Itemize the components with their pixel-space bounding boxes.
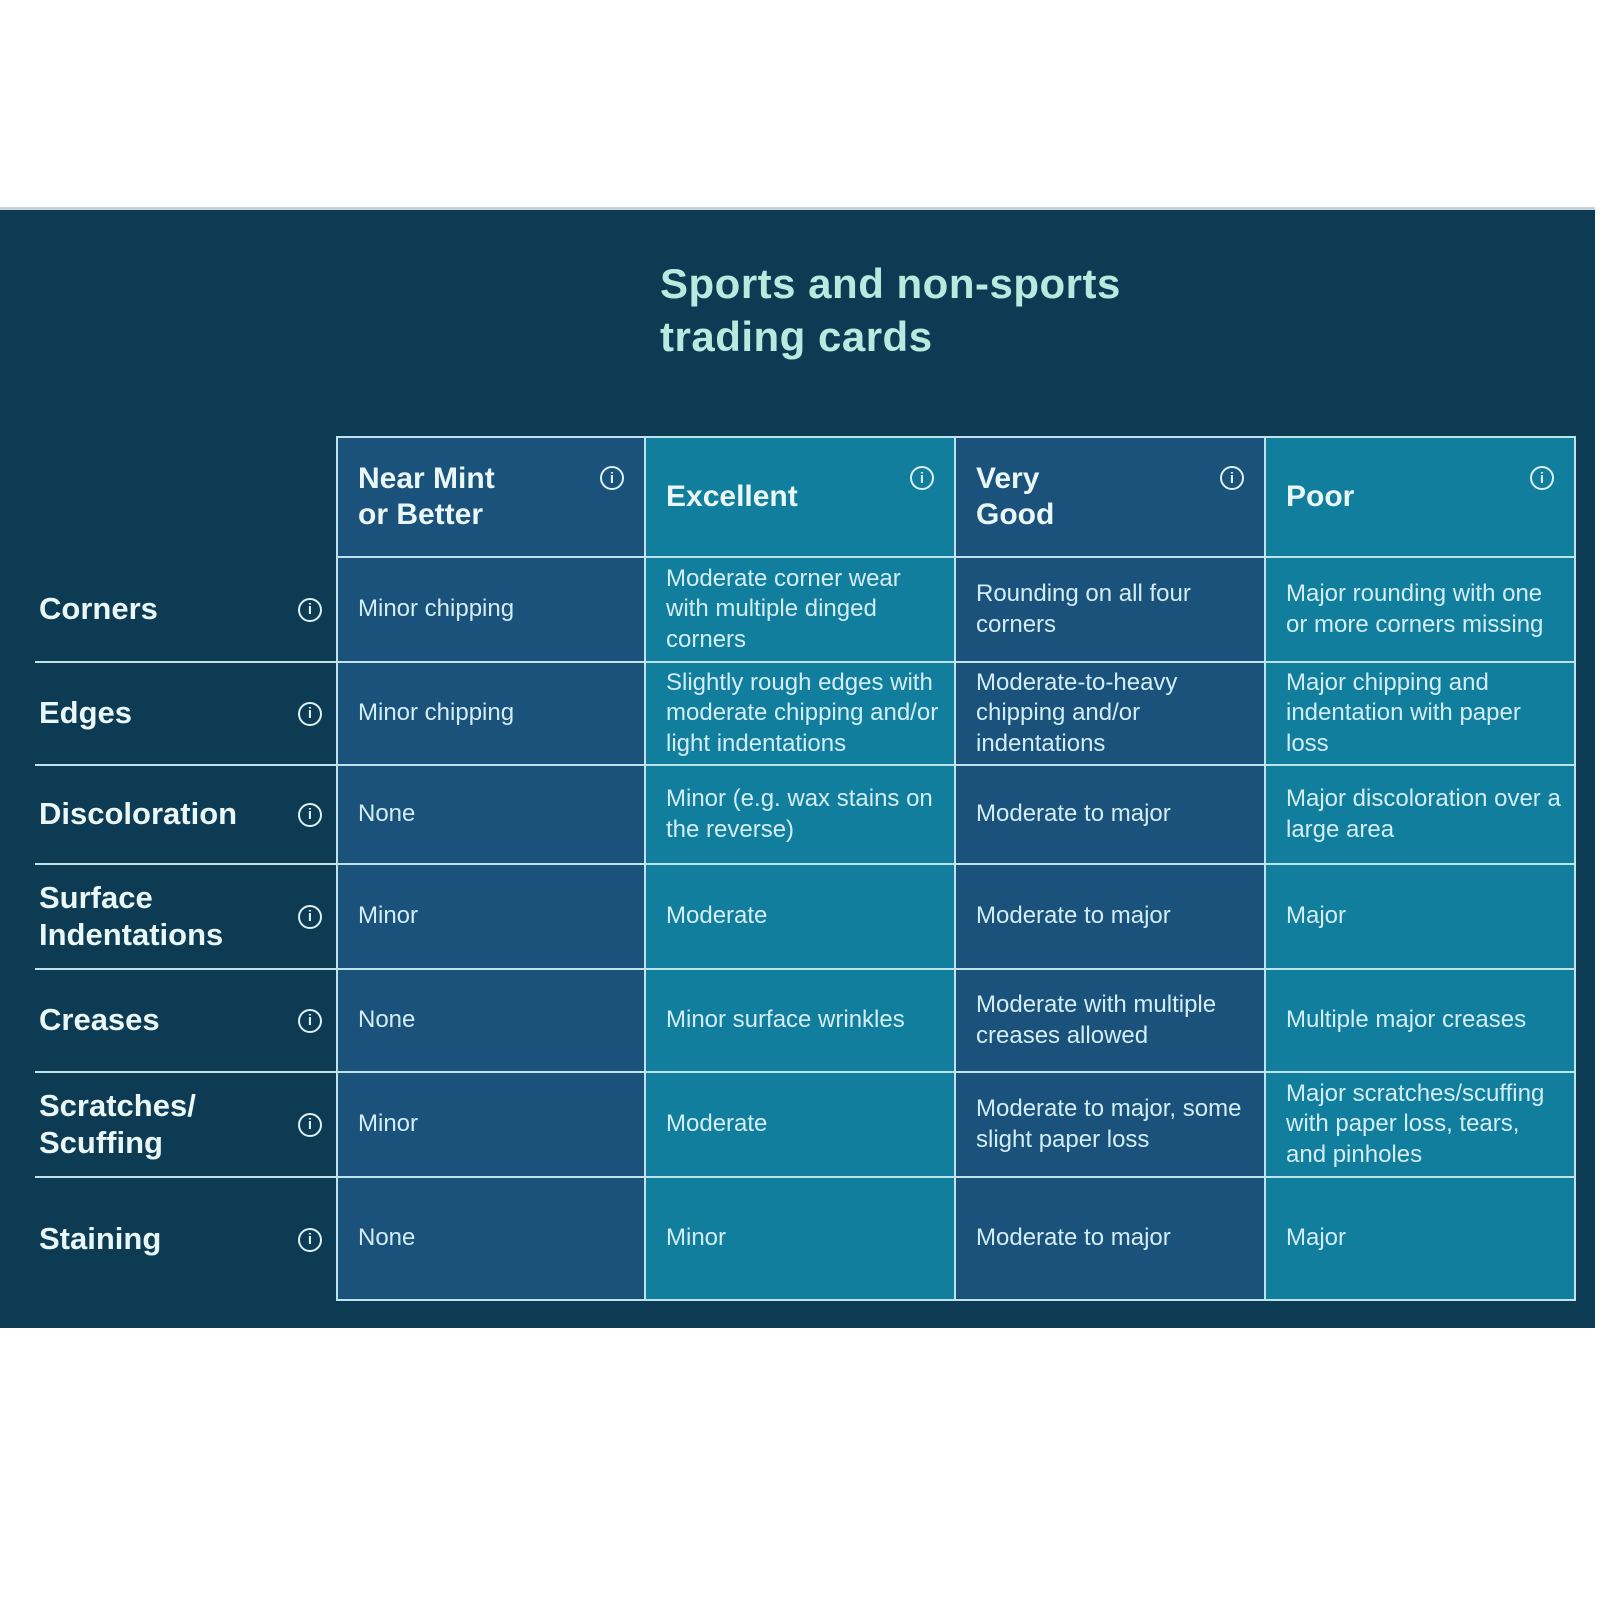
cell-staining-near-mint: None [336, 1178, 646, 1301]
cell-text: Moderate [666, 1110, 768, 1138]
cell-discoloration-excellent: Minor (e.g. wax stains on the reverse) [646, 766, 956, 865]
cell-text: Minor [358, 1110, 419, 1138]
grading-panel: Sports and non-sports trading cards Near… [0, 207, 1595, 1328]
cell-text: Major scratches/scuffing with paper loss… [1286, 1079, 1545, 1168]
cell-scratches-scuffing-near-mint: Minor [336, 1073, 646, 1178]
cell-surface-indentations-near-mint: Minor [336, 865, 646, 970]
cell-staining-poor: Major [1266, 1178, 1576, 1301]
cell-scratches-scuffing-excellent: Moderate [646, 1073, 956, 1178]
row-label-text: Scratches/ Scuffing [39, 1087, 196, 1160]
row-label-text: Edges [39, 695, 133, 731]
info-icon[interactable]: i [298, 597, 322, 622]
row-label-text: Staining [39, 1221, 162, 1257]
column-header-label: Near Mint or Better [358, 462, 495, 531]
info-icon[interactable]: i [1220, 466, 1244, 490]
row-label-text: Discoloration [39, 796, 238, 832]
header-row-spacer [35, 436, 336, 558]
cell-text: Major [1286, 902, 1347, 930]
row-label-text: Creases [39, 1002, 160, 1038]
cell-corners-near-mint: Minor chipping [336, 558, 646, 663]
cell-text: Rounding on all four corners [976, 580, 1191, 638]
row-label-surface-indentations: Surface Indentations i [35, 865, 336, 970]
cell-text: Moderate to major [976, 1224, 1171, 1252]
cell-corners-excellent: Moderate corner wear with multiple dinge… [646, 558, 956, 663]
cell-text: Moderate to major [976, 902, 1171, 930]
cell-text: Major rounding with one or more corners … [1286, 580, 1544, 638]
cell-text: Moderate [666, 902, 768, 930]
cell-text: Major chipping and indentation with pape… [1286, 668, 1521, 757]
cell-creases-very-good: Moderate with multiple creases allowed [956, 970, 1266, 1073]
cell-text: Slightly rough edges with moderate chipp… [666, 668, 939, 757]
cell-surface-indentations-excellent: Moderate [646, 865, 956, 970]
row-label-text: Corners [39, 591, 158, 627]
cell-edges-near-mint: Minor chipping [336, 663, 646, 766]
cell-text: None [358, 800, 416, 828]
cell-text: Minor (e.g. wax stains on the reverse) [666, 785, 933, 843]
cell-text: Major [1286, 1224, 1347, 1252]
cell-discoloration-near-mint: None [336, 766, 646, 865]
cell-text: Minor chipping [358, 595, 515, 623]
row-label-edges: Edges i [35, 663, 336, 766]
cell-text: Multiple major creases [1286, 1006, 1527, 1034]
cell-text: Minor [666, 1224, 727, 1252]
cell-corners-poor: Major rounding with one or more corners … [1266, 558, 1576, 663]
cell-text: None [358, 1224, 416, 1252]
cell-creases-poor: Multiple major creases [1266, 970, 1576, 1073]
cell-scratches-scuffing-very-good: Moderate to major, some slight paper los… [956, 1073, 1266, 1178]
cell-text: Moderate-to-heavy chipping and/or indent… [976, 668, 1178, 757]
row-label-scratches-scuffing: Scratches/ Scuffing i [35, 1073, 336, 1178]
column-header-near-mint-or-better: Near Mint or Better i [336, 436, 646, 558]
info-icon[interactable]: i [298, 904, 322, 929]
column-header-label: Poor [1286, 480, 1355, 513]
info-icon[interactable]: i [298, 802, 322, 827]
row-label-creases: Creases i [35, 970, 336, 1073]
cell-edges-excellent: Slightly rough edges with moderate chipp… [646, 663, 956, 766]
row-label-corners: Corners i [35, 558, 336, 663]
cell-staining-very-good: Moderate to major [956, 1178, 1266, 1301]
cell-text: Moderate to major [976, 800, 1171, 828]
cell-text: Moderate to major, some slight paper los… [976, 1095, 1242, 1153]
cell-text: None [358, 1006, 416, 1034]
info-icon[interactable]: i [1530, 466, 1554, 490]
row-label-discoloration: Discoloration i [35, 766, 336, 865]
column-header-very-good: Very Good i [956, 436, 1266, 558]
cell-text: Moderate corner wear with multiple dinge… [666, 564, 901, 653]
cell-surface-indentations-very-good: Moderate to major [956, 865, 1266, 970]
cell-creases-excellent: Minor surface wrinkles [646, 970, 956, 1073]
info-icon[interactable]: i [910, 466, 934, 490]
info-icon[interactable]: i [298, 1112, 322, 1137]
cell-discoloration-poor: Major discoloration over a large area [1266, 766, 1576, 865]
cell-text: Minor [358, 902, 419, 930]
info-icon[interactable]: i [298, 701, 322, 726]
cell-text: Minor chipping [358, 699, 515, 727]
cell-staining-excellent: Minor [646, 1178, 956, 1301]
table-title: Sports and non-sports trading cards [660, 260, 1121, 360]
column-header-excellent: Excellent i [646, 436, 956, 558]
column-header-label: Very Good [976, 462, 1055, 531]
cell-creases-near-mint: None [336, 970, 646, 1073]
info-icon[interactable]: i [298, 1227, 322, 1252]
info-icon[interactable]: i [298, 1008, 322, 1033]
row-label-staining: Staining i [35, 1178, 336, 1301]
cell-text: Major discoloration over a large area [1286, 785, 1561, 843]
cell-scratches-scuffing-poor: Major scratches/scuffing with paper loss… [1266, 1073, 1576, 1178]
column-header-label: Excellent [666, 480, 798, 513]
cell-surface-indentations-poor: Major [1266, 865, 1576, 970]
info-icon[interactable]: i [600, 466, 624, 490]
cell-corners-very-good: Rounding on all four corners [956, 558, 1266, 663]
cell-text: Moderate with multiple creases allowed [976, 991, 1217, 1049]
grading-table: Near Mint or Better i Excellent i Very G… [35, 436, 1576, 1301]
cell-text: Minor surface wrinkles [666, 1006, 905, 1034]
cell-discoloration-very-good: Moderate to major [956, 766, 1266, 865]
cell-edges-very-good: Moderate-to-heavy chipping and/or indent… [956, 663, 1266, 766]
row-label-text: Surface Indentations [39, 879, 224, 952]
cell-edges-poor: Major chipping and indentation with pape… [1266, 663, 1576, 766]
column-header-poor: Poor i [1266, 436, 1576, 558]
